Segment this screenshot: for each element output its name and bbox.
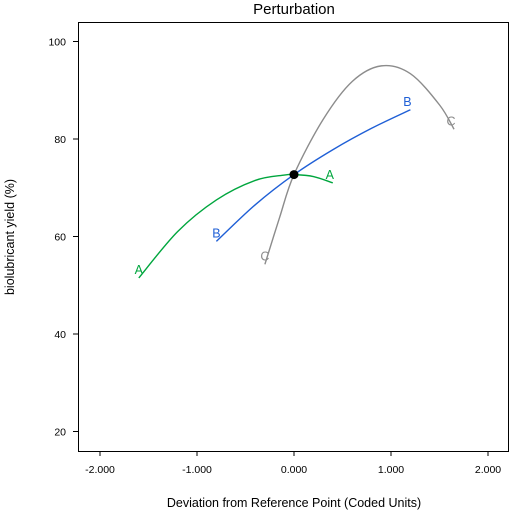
curve-label-b: B [212, 226, 220, 240]
curve-c [264, 64, 455, 265]
x-tick-label: 2.000 [475, 464, 501, 476]
x-tick-label: -1.000 [182, 464, 212, 476]
y-tick-label: 100 [48, 37, 66, 49]
curve-label-b: B [403, 95, 411, 109]
y-axis: 20 40 60 80 100 [48, 37, 78, 439]
curve-label-a: A [135, 263, 144, 277]
x-tick-label: -2.000 [85, 464, 115, 476]
curve-label-c: C [260, 249, 269, 263]
chart-title: Perturbation [253, 1, 335, 18]
x-axis-label: Deviation from Reference Point (Coded Un… [167, 496, 421, 510]
x-axis: -2.000 -1.000 0.000 1.000 2.000 [85, 451, 501, 476]
x-tick-label: 1.000 [378, 464, 404, 476]
plot-frame [78, 22, 509, 452]
y-tick-label: 40 [54, 329, 66, 341]
reference-point-marker [289, 170, 299, 180]
y-tick-label: 80 [54, 134, 66, 146]
y-axis-label: biolubricant yield (%) [3, 179, 17, 295]
x-tick-label: 0.000 [281, 464, 307, 476]
curve-b [215, 109, 411, 242]
y-tick-label: 60 [54, 232, 66, 244]
curve-a [138, 173, 334, 279]
y-tick-label: 20 [54, 427, 66, 439]
curves-layer: A A B B C C [135, 64, 456, 279]
curve-label-a: A [326, 168, 335, 182]
curve-label-c: C [447, 114, 456, 128]
